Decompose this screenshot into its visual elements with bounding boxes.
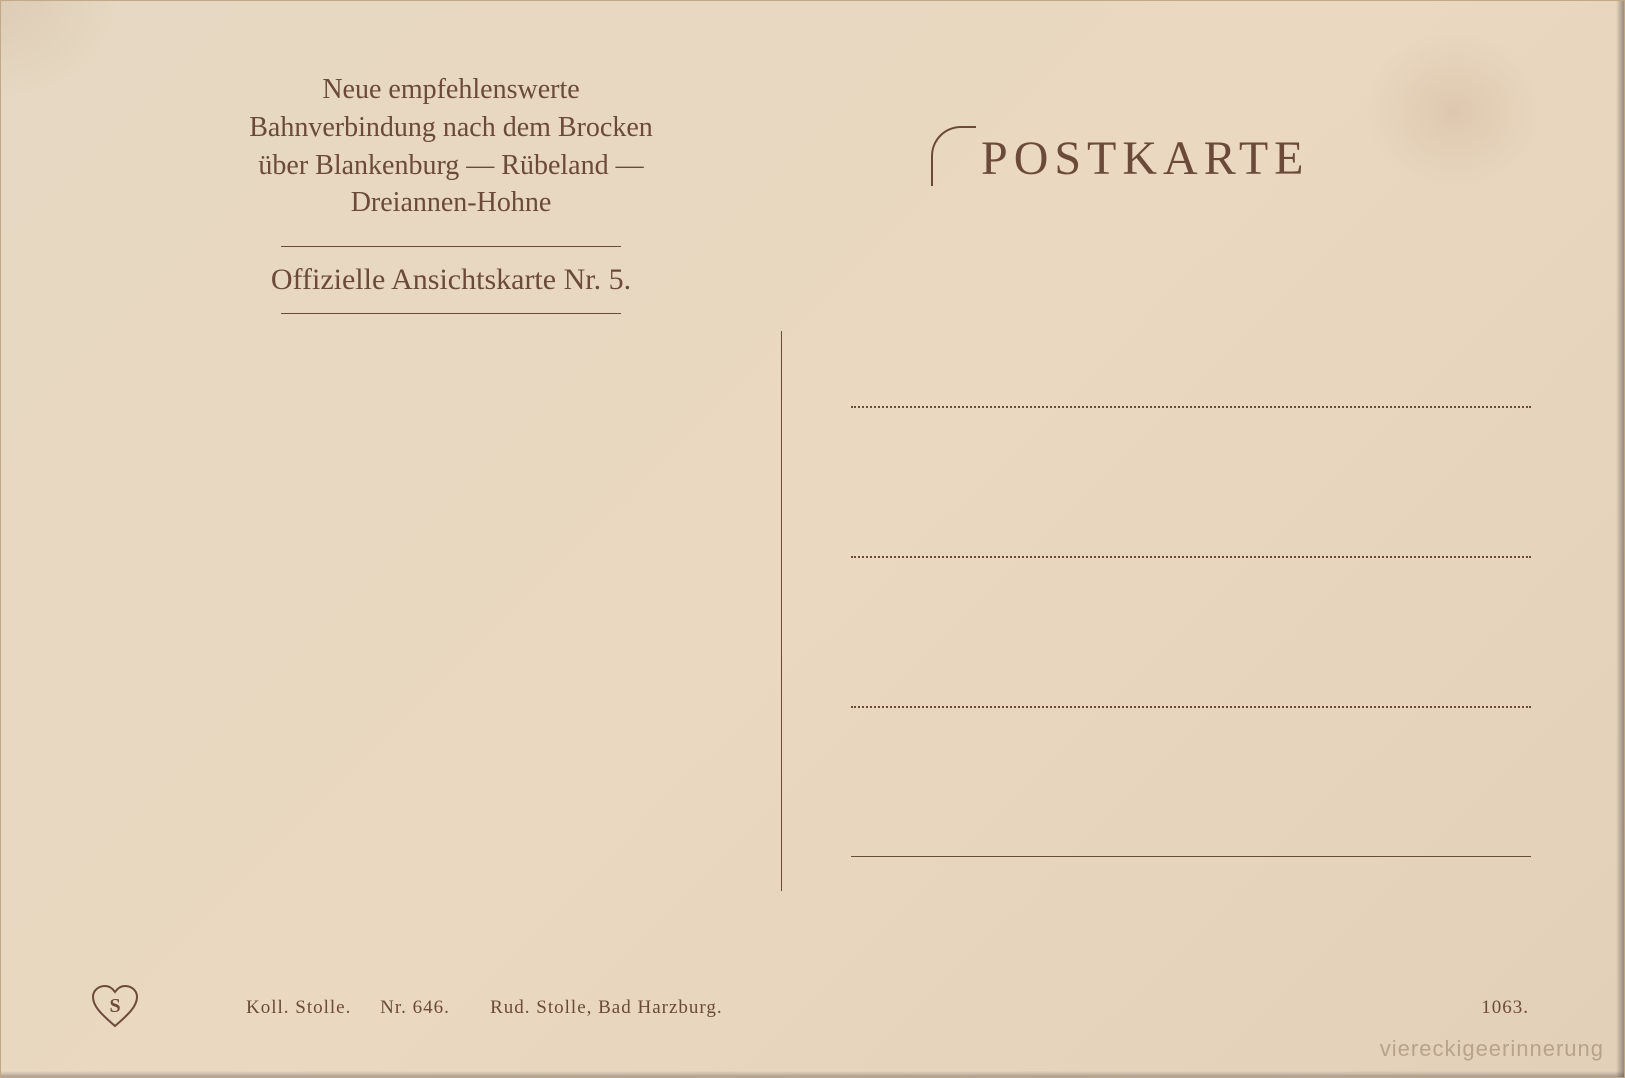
- publisher-number: 646.: [413, 997, 450, 1018]
- postkarte-title: POSTKARTE: [981, 131, 1309, 186]
- edge-shadow: [1616, 1, 1624, 1077]
- aging-stain: [1, 1, 121, 101]
- header-line-4: Dreiannen-Hohne: [156, 184, 746, 222]
- header-line-2: Bahnverbindung nach dem Brocken: [156, 109, 746, 147]
- publisher-line: Koll. Stolle. Nr. 646. Rud. Stolle, Bad …: [246, 997, 723, 1019]
- publisher-collection: Koll. Stolle.: [246, 997, 351, 1018]
- publisher-number-label: Nr.: [380, 997, 407, 1018]
- address-line-4: [851, 856, 1531, 857]
- postkarte-text: POSTKARTE: [981, 132, 1309, 185]
- title-bracket: [931, 126, 976, 186]
- vertical-divider: [781, 331, 782, 891]
- header-rule: [281, 246, 621, 247]
- edge-shadow: [1, 1071, 1624, 1077]
- header-line-3: über Blankenburg — Rübeland —: [156, 147, 746, 185]
- watermark-text: viereckigeerinnerung: [1380, 1036, 1604, 1062]
- logo-letter: S: [109, 995, 120, 1017]
- heart-s-icon: S: [91, 984, 139, 1032]
- address-line-3: [851, 706, 1531, 708]
- subtitle-text: Offizielle Ansichtskarte Nr. 5.: [156, 263, 746, 297]
- header-line-1: Neue empfehlenswerte: [156, 71, 746, 109]
- address-line-2: [851, 556, 1531, 558]
- postcard-container: Neue empfehlenswerte Bahnverbindung nach…: [0, 0, 1625, 1078]
- aging-stain: [1364, 31, 1544, 191]
- subtitle-rule: [281, 313, 621, 314]
- header-block: Neue empfehlenswerte Bahnverbindung nach…: [156, 71, 746, 222]
- serial-number: 1063.: [1481, 997, 1529, 1019]
- publisher-name: Rud. Stolle, Bad Harzburg.: [490, 997, 723, 1018]
- address-line-1: [851, 406, 1531, 408]
